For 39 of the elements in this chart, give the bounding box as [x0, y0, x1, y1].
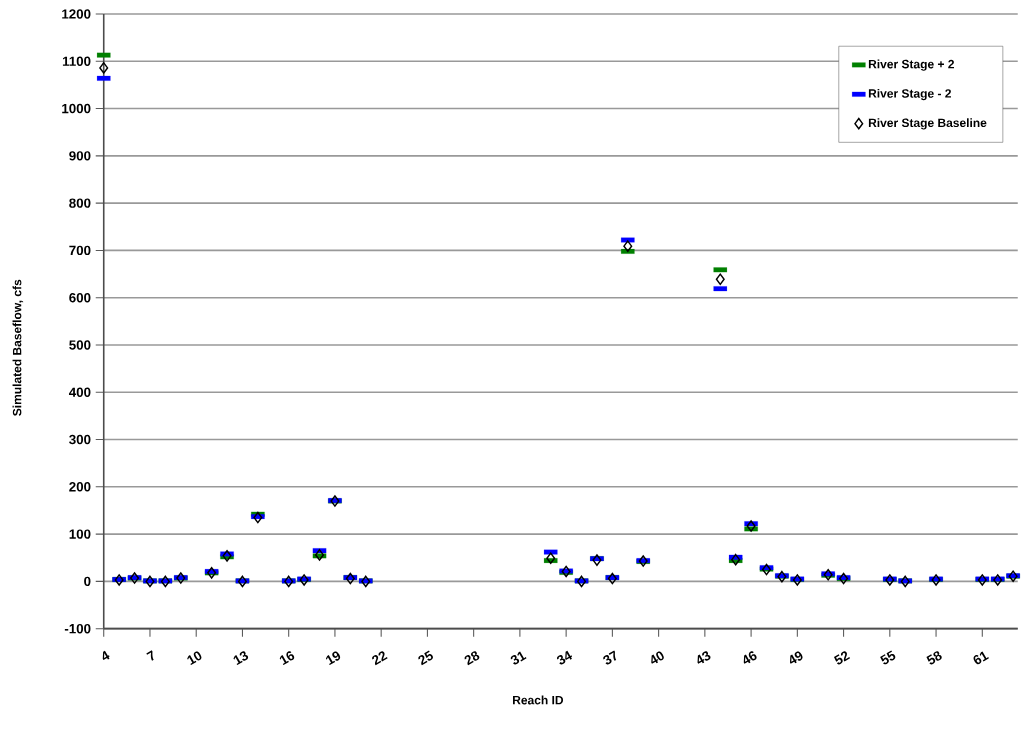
y-tick-label: 1000 [62, 103, 91, 114]
x-tick-label: 43 [697, 651, 711, 664]
x-tick-label: 52 [833, 651, 851, 665]
y-tick-label: 400 [68, 387, 91, 397]
x-tick-label: 7 [146, 650, 154, 661]
x-tick-label: 10 [187, 651, 202, 666]
x-tick-label: 4 [102, 650, 110, 660]
y-tick-label: 500 [69, 340, 91, 350]
y-tick-label: 1100 [62, 56, 91, 66]
x-tick-label: 61 [973, 651, 989, 665]
x-tick-label: 25 [418, 650, 433, 666]
x-tick-label: 31 [510, 651, 527, 665]
x-axis-title: Reach ID [513, 695, 564, 705]
x-tick-label: 58 [926, 651, 942, 665]
y-tick-label: 1200 [62, 9, 91, 19]
x-tick-label: 13 [233, 651, 249, 666]
y-tick-label: 300 [69, 434, 91, 445]
legend-label: River Stage + 2 [868, 59, 955, 71]
y-tick-label: 700 [69, 245, 91, 256]
x-tick-label: 40 [651, 651, 664, 664]
y-tick-label: 100 [69, 529, 91, 539]
x-tick-label: 49 [790, 651, 803, 664]
y-tick-label: 900 [69, 151, 91, 161]
x-tick-label: 55 [880, 650, 896, 665]
y-axis-title: Simulated Baseflow, cfs [12, 279, 24, 416]
x-tick-label: 46 [743, 651, 757, 664]
y-tick-label: 800 [69, 198, 91, 208]
y-tick-label: -100 [64, 623, 91, 634]
y-tick-label: 600 [69, 292, 91, 303]
y-tick-label: 200 [69, 482, 91, 492]
x-tick-label: 37 [603, 650, 617, 665]
legend-label: River Stage Baseline [868, 118, 987, 130]
x-tick-label: 16 [279, 651, 295, 666]
legend-label: River Stage - 2 [868, 88, 951, 101]
x-tick-label: 34 [556, 650, 573, 665]
x-tick-label: 28 [464, 651, 480, 666]
x-tick-label: 22 [372, 651, 388, 666]
x-tick-label: 19 [325, 651, 341, 666]
y-tick-label: 0 [84, 576, 91, 587]
